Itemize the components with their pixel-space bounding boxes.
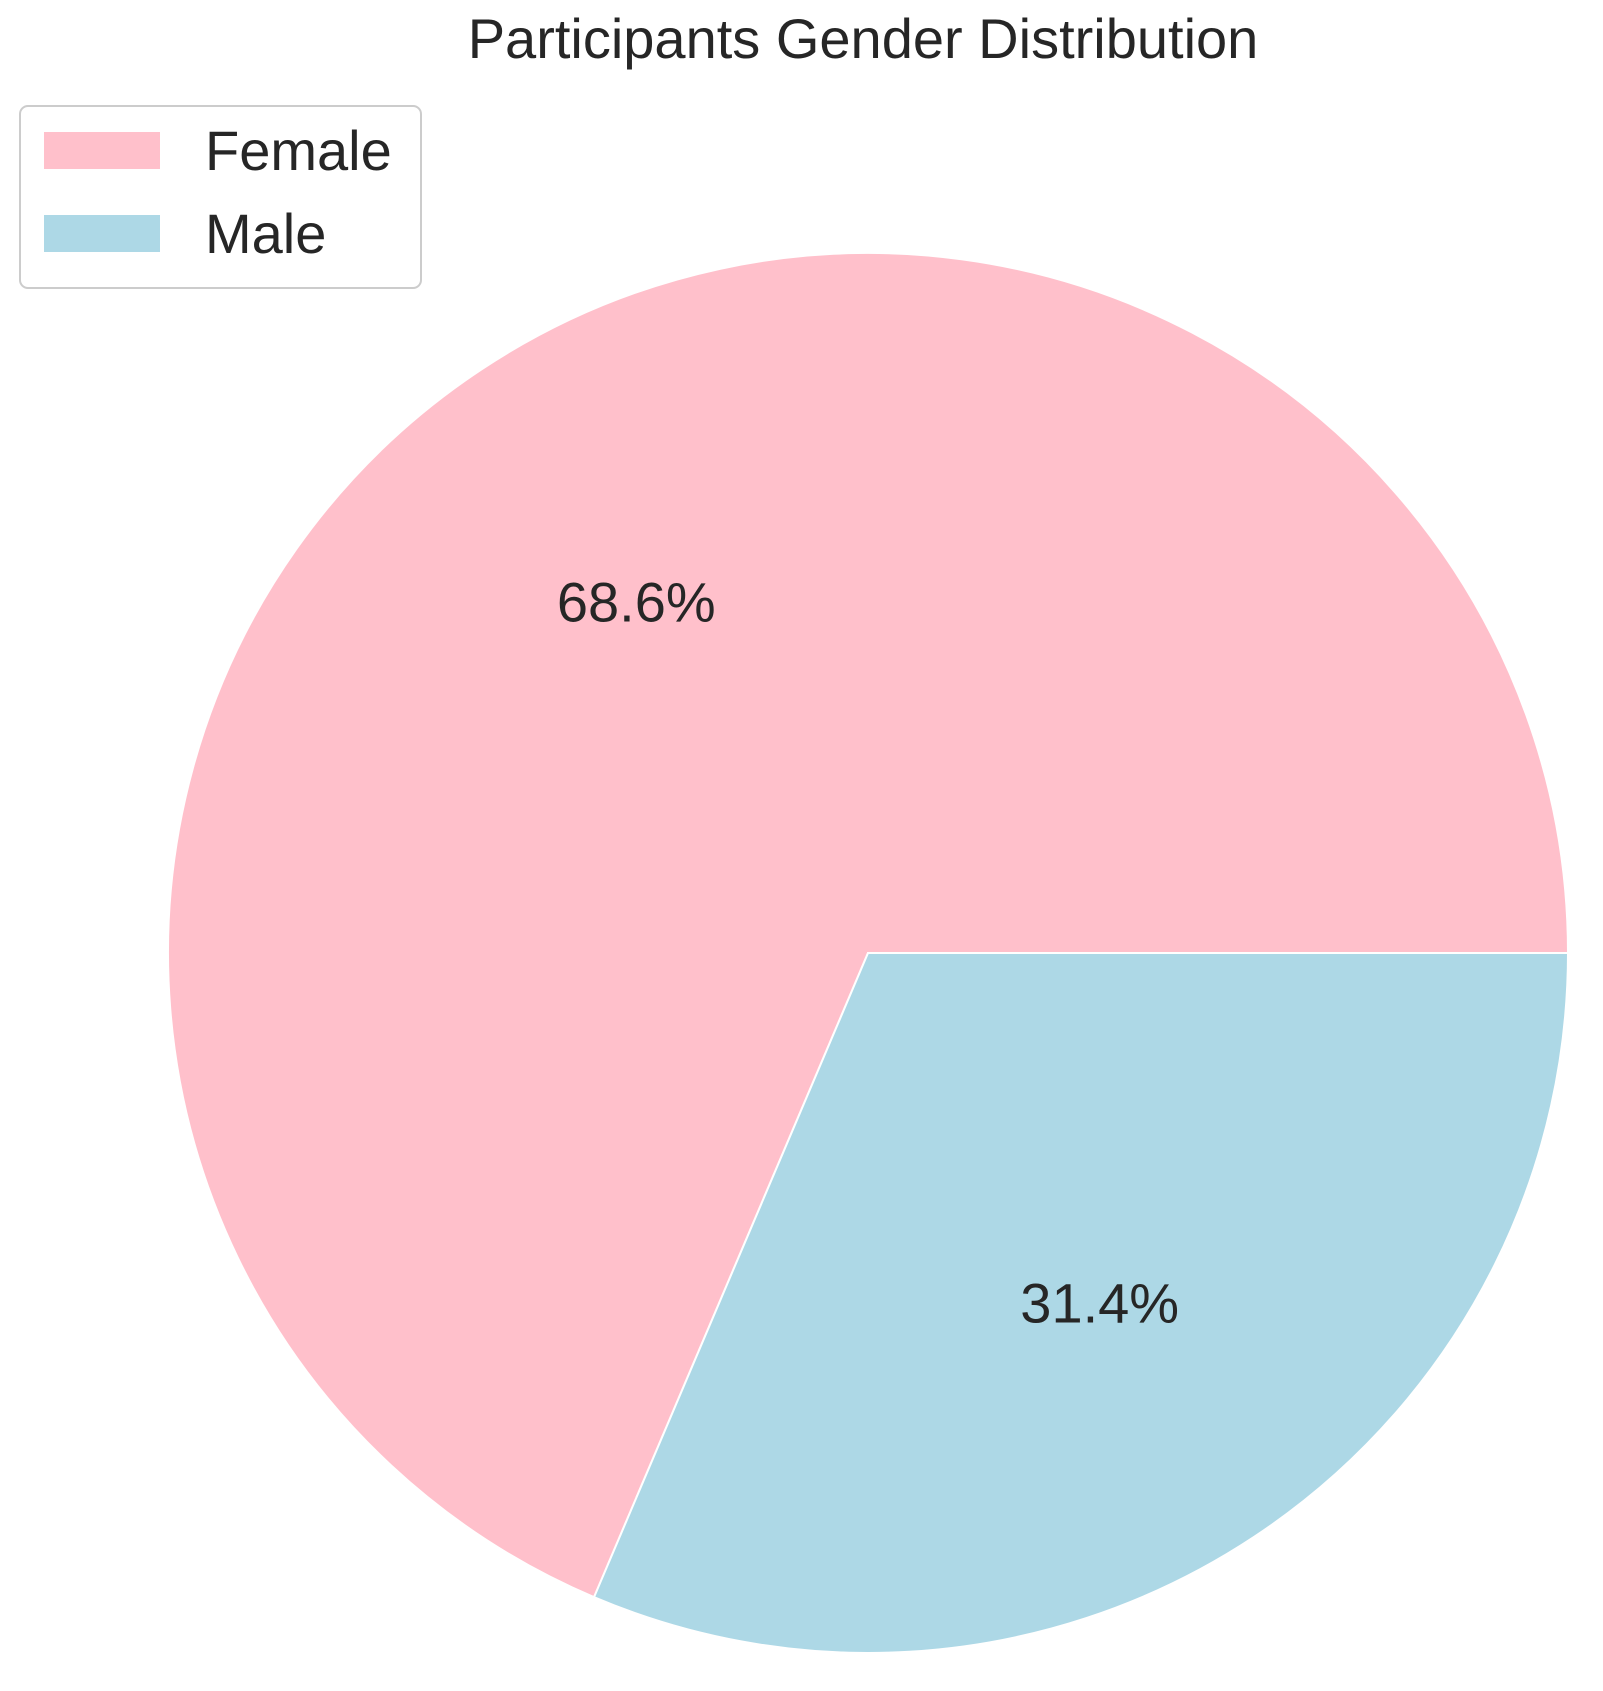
slice-label-female: 68.6% — [557, 571, 716, 634]
slice-label-male: 31.4% — [1020, 1271, 1179, 1334]
pie-slice-male — [592, 952, 1570, 1654]
legend-label-female: Female — [205, 119, 392, 182]
pie-slice-labels: 68.6% 31.4% — [557, 571, 1179, 1335]
pie-slice-female — [167, 251, 1570, 1599]
pie-slices — [167, 251, 1570, 1654]
legend-label-male: Male — [205, 202, 326, 265]
legend: Female Male — [19, 105, 422, 289]
legend-swatch-male — [44, 215, 160, 252]
chart-title: Participants Gender Distribution — [468, 7, 1259, 70]
legend-swatch-female — [44, 132, 160, 169]
